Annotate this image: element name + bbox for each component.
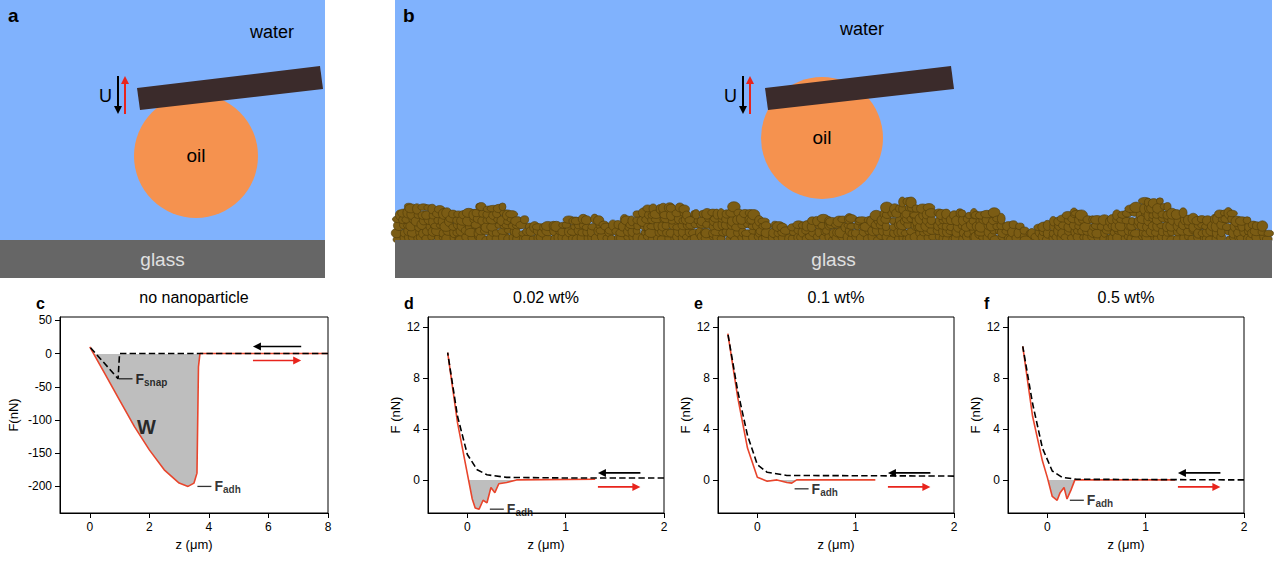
svg-text:4: 4 <box>993 422 1000 436</box>
svg-text:e: e <box>694 295 703 312</box>
svg-text:W: W <box>137 416 156 438</box>
svg-text:0: 0 <box>703 473 710 487</box>
svg-text:adh: adh <box>820 487 838 498</box>
svg-text:50: 50 <box>39 313 53 327</box>
svg-text:adh: adh <box>1095 498 1113 509</box>
svg-text:1: 1 <box>562 520 569 534</box>
svg-text:glass: glass <box>140 249 184 270</box>
svg-text:-200: -200 <box>28 479 52 493</box>
svg-text:0: 0 <box>754 520 761 534</box>
svg-text:12: 12 <box>987 320 1001 334</box>
svg-text:0: 0 <box>45 347 52 361</box>
svg-text:2: 2 <box>146 520 153 534</box>
svg-text:F: F <box>1086 492 1096 509</box>
svg-text:12: 12 <box>407 320 421 334</box>
svg-text:1: 1 <box>1142 520 1149 534</box>
svg-text:F(nN): F(nN) <box>6 398 21 431</box>
svg-text:8: 8 <box>413 371 420 385</box>
svg-text:0.5 wt%: 0.5 wt% <box>1098 289 1155 306</box>
svg-text:4: 4 <box>206 520 213 534</box>
svg-text:z (μm): z (μm) <box>175 537 212 552</box>
svg-text:-150: -150 <box>28 446 52 460</box>
svg-text:4: 4 <box>413 422 420 436</box>
svg-text:0: 0 <box>86 520 93 534</box>
svg-text:2: 2 <box>1241 520 1248 534</box>
svg-text:0: 0 <box>993 473 1000 487</box>
svg-text:U: U <box>724 86 737 106</box>
svg-text:z (μm): z (μm) <box>527 537 564 552</box>
svg-text:oil: oil <box>812 127 831 148</box>
svg-text:F (nN): F (nN) <box>388 397 403 434</box>
svg-text:0.1 wt%: 0.1 wt% <box>808 289 865 306</box>
svg-text:F: F <box>135 370 145 387</box>
svg-text:2: 2 <box>661 520 668 534</box>
svg-text:-50: -50 <box>35 380 53 394</box>
svg-text:water: water <box>249 22 294 42</box>
svg-text:8: 8 <box>993 371 1000 385</box>
svg-text:adh: adh <box>223 484 241 495</box>
svg-text:F (nN): F (nN) <box>678 397 693 434</box>
svg-text:0.02 wt%: 0.02 wt% <box>513 289 579 306</box>
svg-text:snap: snap <box>144 377 167 388</box>
svg-text:no nanoparticle: no nanoparticle <box>139 289 249 306</box>
svg-text:f: f <box>984 295 990 312</box>
svg-text:-100: -100 <box>28 413 52 427</box>
svg-text:adh: adh <box>515 507 533 518</box>
svg-text:F: F <box>506 501 516 518</box>
svg-text:d: d <box>404 295 414 312</box>
svg-text:1: 1 <box>852 520 859 534</box>
svg-text:c: c <box>36 295 45 312</box>
svg-text:8: 8 <box>703 371 710 385</box>
svg-text:8: 8 <box>325 520 332 534</box>
svg-text:0: 0 <box>464 520 471 534</box>
svg-text:F: F <box>214 478 223 495</box>
svg-text:F: F <box>811 480 821 497</box>
svg-text:glass: glass <box>811 249 855 270</box>
svg-text:0: 0 <box>1044 520 1051 534</box>
svg-text:water: water <box>839 19 884 39</box>
svg-text:z (μm): z (μm) <box>817 537 854 552</box>
svg-text:z (μm): z (μm) <box>1107 537 1144 552</box>
svg-text:oil: oil <box>186 145 205 166</box>
svg-text:6: 6 <box>265 520 272 534</box>
svg-text:U: U <box>99 86 112 106</box>
svg-text:2: 2 <box>951 520 958 534</box>
svg-text:F (nN): F (nN) <box>968 397 983 434</box>
svg-text:a: a <box>8 5 19 26</box>
svg-text:b: b <box>403 5 415 26</box>
svg-text:4: 4 <box>703 422 710 436</box>
svg-text:12: 12 <box>697 320 711 334</box>
svg-text:0: 0 <box>413 473 420 487</box>
